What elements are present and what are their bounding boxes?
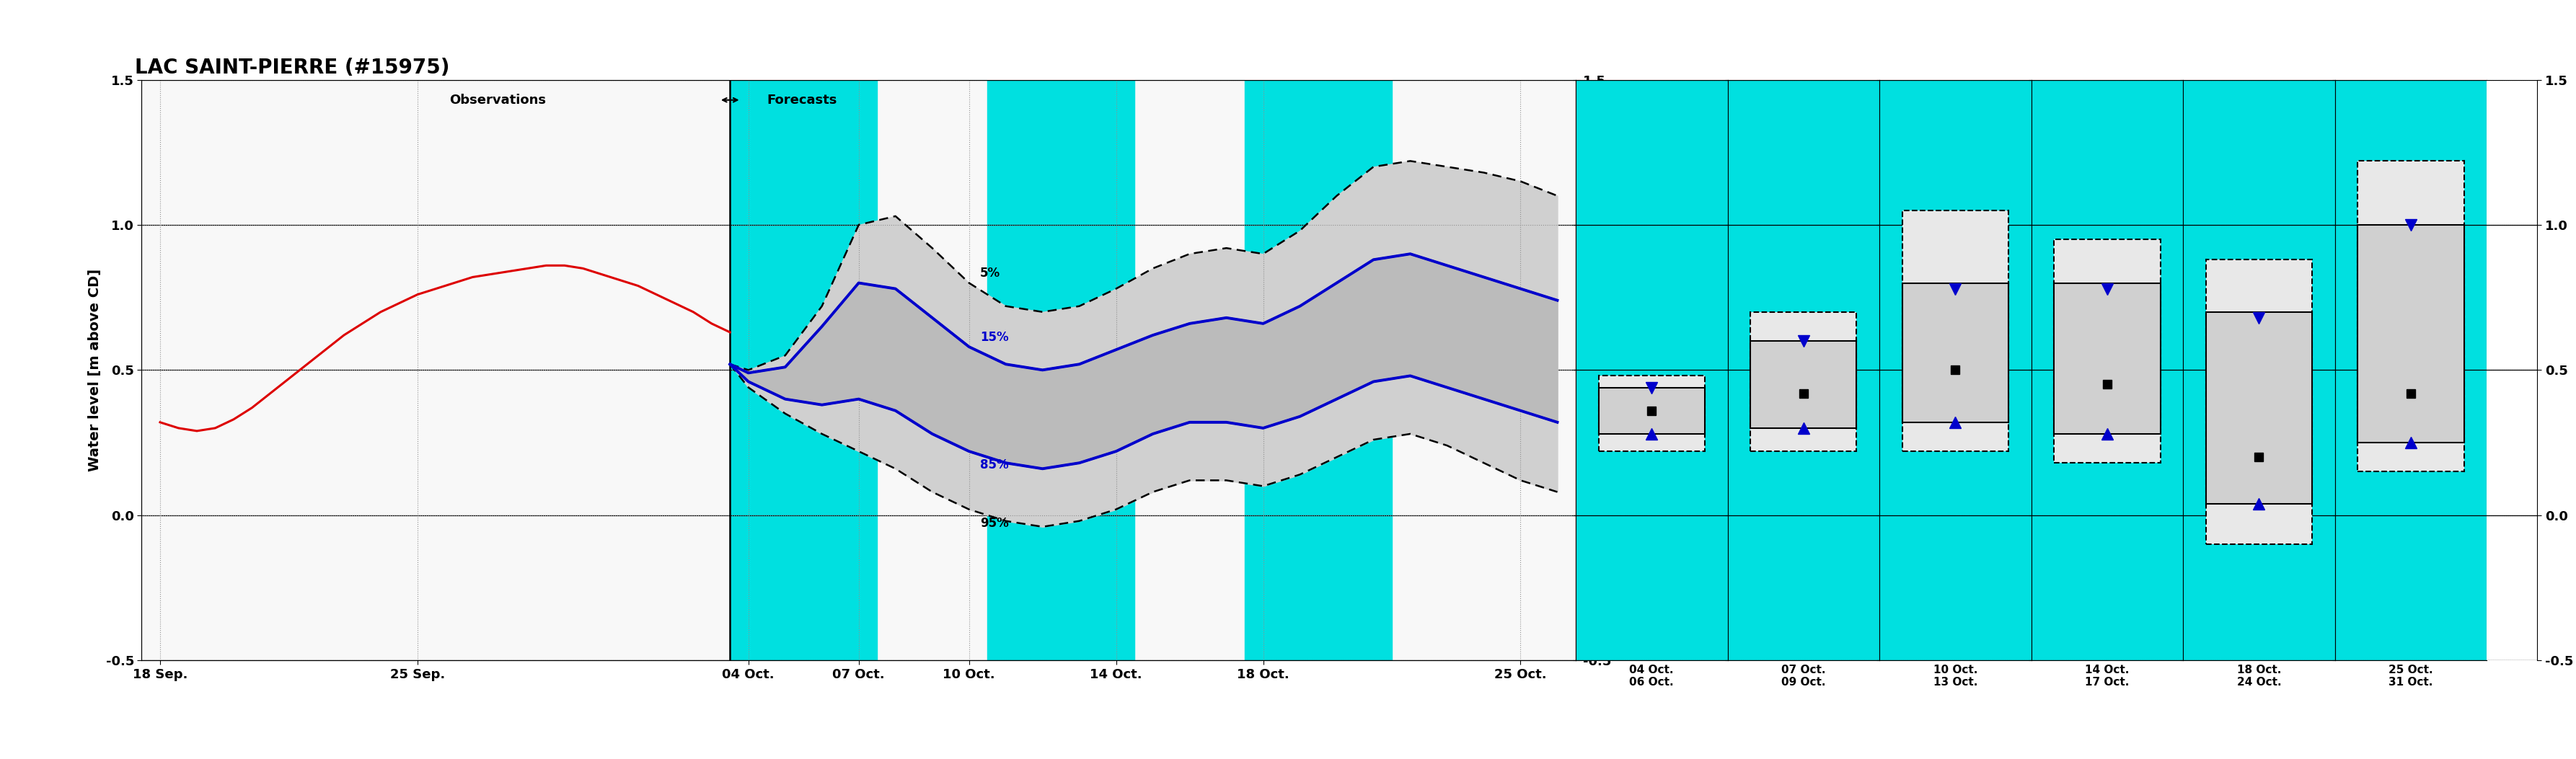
X-axis label: 25 Oct.
31 Oct.: 25 Oct. 31 Oct. [2388,664,2434,688]
Bar [1749,312,1857,452]
X-axis label: 10 Oct.
13 Oct.: 10 Oct. 13 Oct. [1932,664,1978,688]
Text: LAC SAINT-PIERRE (#15975): LAC SAINT-PIERRE (#15975) [134,58,448,78]
X-axis label: 14 Oct.
17 Oct.: 14 Oct. 17 Oct. [2084,664,2130,688]
Text: Forecasts: Forecasts [768,93,837,106]
Text: 15%: 15% [979,331,1010,344]
Bar [987,80,1133,660]
Bar [2357,161,2465,471]
Bar [2053,239,2161,463]
Y-axis label: Water level [m above CD]: Water level [m above CD] [88,269,103,471]
Text: 95%: 95% [979,517,1010,530]
Text: 5%: 5% [979,267,999,280]
Bar [1749,341,1857,428]
X-axis label: 18 Oct.
24 Oct.: 18 Oct. 24 Oct. [2236,664,2282,688]
Bar [1901,283,2009,422]
Bar [2205,312,2313,503]
X-axis label: 04 Oct.
06 Oct.: 04 Oct. 06 Oct. [1631,664,1674,688]
Bar [729,80,876,660]
Bar [2205,260,2313,544]
Bar [1600,387,1705,434]
Bar [1244,80,1391,660]
Bar [2053,283,2161,434]
Bar [1600,376,1705,452]
Text: Observations: Observations [451,93,546,106]
X-axis label: 07 Oct.
09 Oct.: 07 Oct. 09 Oct. [1780,664,1826,688]
Text: 85%: 85% [979,458,1010,471]
Bar [2357,225,2465,442]
Bar [1901,210,2009,452]
